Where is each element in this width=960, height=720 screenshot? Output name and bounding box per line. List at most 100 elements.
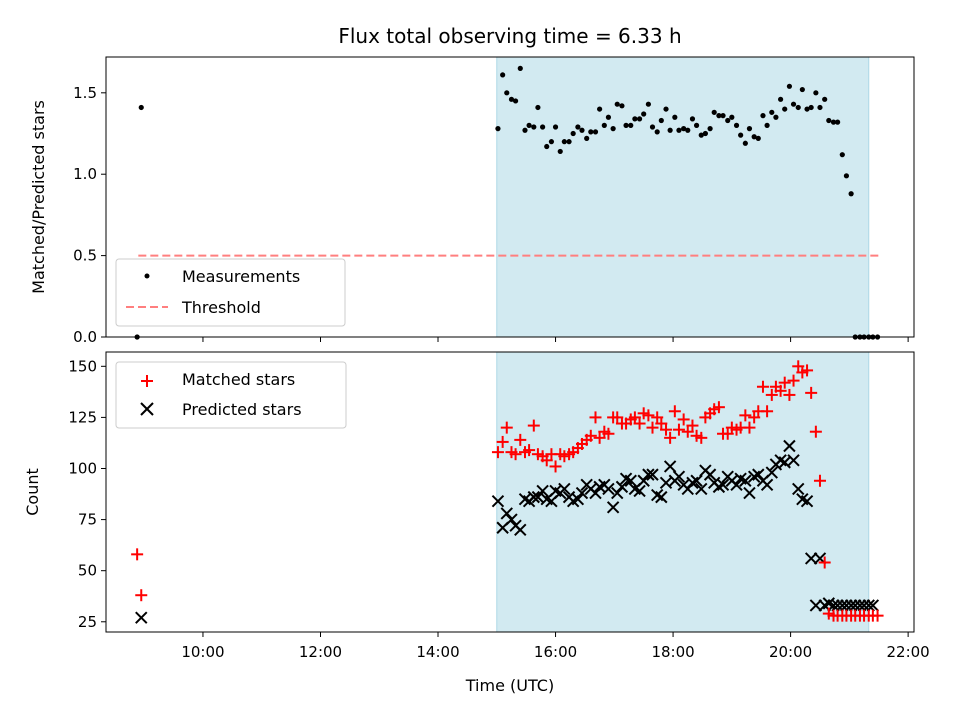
predicted-star-marker	[536, 484, 549, 498]
predicted-star-marker	[642, 468, 655, 481]
bottom-y-axis-label: Count	[23, 468, 42, 516]
measurement-point	[795, 104, 801, 111]
predicted-star-marker	[857, 599, 871, 612]
measurement-point	[733, 122, 740, 128]
predicted-star-marker	[853, 599, 867, 612]
top-shaded-span	[496, 56, 870, 338]
matched-star-marker	[549, 460, 562, 473]
measurement-point	[689, 116, 696, 122]
measurement-point	[782, 106, 788, 112]
predicted-star-marker	[690, 474, 703, 487]
measurement-point	[641, 111, 647, 117]
predicted-star-marker	[703, 468, 717, 481]
measurement-point	[544, 143, 550, 150]
measurement-point	[614, 101, 620, 107]
measurement-point	[619, 103, 625, 109]
matched-star-marker	[677, 413, 690, 426]
matched-star-marker	[712, 401, 725, 414]
matched-star-marker	[131, 548, 144, 561]
bottom-axes-frame	[105, 351, 915, 633]
top-panel: 0.0 0.5 1.0 1.5 Matched/Predicted stars Mea…	[29, 56, 915, 346]
matched-star-marker	[633, 417, 646, 430]
matched-star-markers	[131, 360, 884, 622]
predicted-star-marker	[637, 474, 650, 487]
predicted-star-marker	[663, 460, 677, 473]
predicted-star-marker	[730, 478, 743, 492]
matched-star-marker	[672, 423, 685, 436]
measurement-point	[755, 135, 761, 141]
predicted-star-marker	[571, 492, 585, 506]
measurement-point	[729, 114, 735, 120]
bottom-y-ticks: 25 50 75 100 125 150	[68, 357, 106, 631]
x-tick-label: 10:00	[181, 643, 224, 661]
measurement-point	[751, 134, 757, 140]
predicted-star-marker	[672, 470, 686, 483]
matched-star-marker	[602, 427, 615, 440]
matched-star-marker	[748, 411, 761, 424]
predicted-star-marker	[615, 480, 629, 494]
predicted-star-marker	[804, 552, 818, 565]
measurement-point	[504, 90, 510, 96]
measurement-point	[716, 113, 722, 119]
top-y-tick-label: 0.5	[73, 247, 97, 265]
matched-star-marker	[646, 421, 659, 434]
measurement-point	[584, 135, 590, 141]
measurement-point	[676, 127, 682, 133]
measurement-point	[636, 116, 643, 122]
measurement-point	[786, 83, 793, 89]
matched-star-marker	[611, 411, 624, 424]
measurement-point	[746, 126, 753, 132]
matched-star-marker	[756, 380, 769, 393]
measurement-point	[628, 122, 634, 128]
top-x-ticks	[202, 337, 909, 342]
predicted-star-marker	[602, 482, 615, 496]
matched-star-marker	[805, 386, 818, 399]
matched-star-marker	[500, 421, 513, 434]
measurement-point	[790, 101, 797, 107]
matched-star-marker	[743, 421, 756, 434]
measurement-point	[769, 109, 775, 115]
matched-star-marker	[721, 427, 734, 440]
top-y-tick-label: 1.0	[73, 165, 97, 183]
predicted-star-marker	[760, 478, 774, 492]
predicted-star-marker	[575, 486, 589, 500]
measurement-point	[658, 117, 664, 124]
measurement-point	[500, 72, 506, 78]
predicted-star-marker	[491, 494, 505, 508]
measurement-point	[698, 132, 704, 138]
x-tick-label: 20:00	[769, 643, 812, 661]
top-y-axis-label: Matched/Predicted stars	[29, 100, 48, 294]
matched-star-marker	[801, 364, 814, 377]
matched-star-marker	[514, 433, 527, 446]
x-tick-label: 16:00	[534, 643, 577, 661]
matched-star-marker	[496, 435, 509, 448]
matched-star-marker	[660, 423, 673, 436]
measurement-point	[517, 65, 523, 71]
predicted-star-marker	[783, 439, 796, 453]
measurement-point	[540, 124, 546, 130]
matched-star-marker	[778, 376, 791, 389]
bottom-legend-box	[115, 361, 347, 429]
measurement-point	[826, 117, 832, 124]
measurement-point	[632, 116, 638, 122]
x-axis-label: Time (UTC)	[465, 676, 554, 695]
measurement-point	[566, 139, 572, 145]
measurement-point	[817, 104, 823, 111]
bottom-legend: Matched stars Predicted stars	[115, 361, 347, 429]
measurement-point	[561, 139, 567, 145]
measurement-point	[649, 124, 656, 130]
measurement-point	[138, 104, 144, 111]
matched-star-marker	[642, 409, 655, 422]
measurement-point	[654, 129, 660, 135]
predicted-star-marker	[655, 490, 668, 504]
measurement-point	[522, 127, 528, 133]
measurement-point	[495, 126, 501, 132]
matched-star-marker	[651, 411, 664, 424]
measurement-point	[508, 96, 515, 102]
measurement-point	[667, 127, 673, 133]
measurement-point	[592, 129, 599, 135]
matched-star-marker	[668, 405, 681, 418]
matched-star-marker	[584, 429, 597, 442]
measurement-point	[557, 148, 563, 155]
measurement-point	[605, 114, 612, 120]
